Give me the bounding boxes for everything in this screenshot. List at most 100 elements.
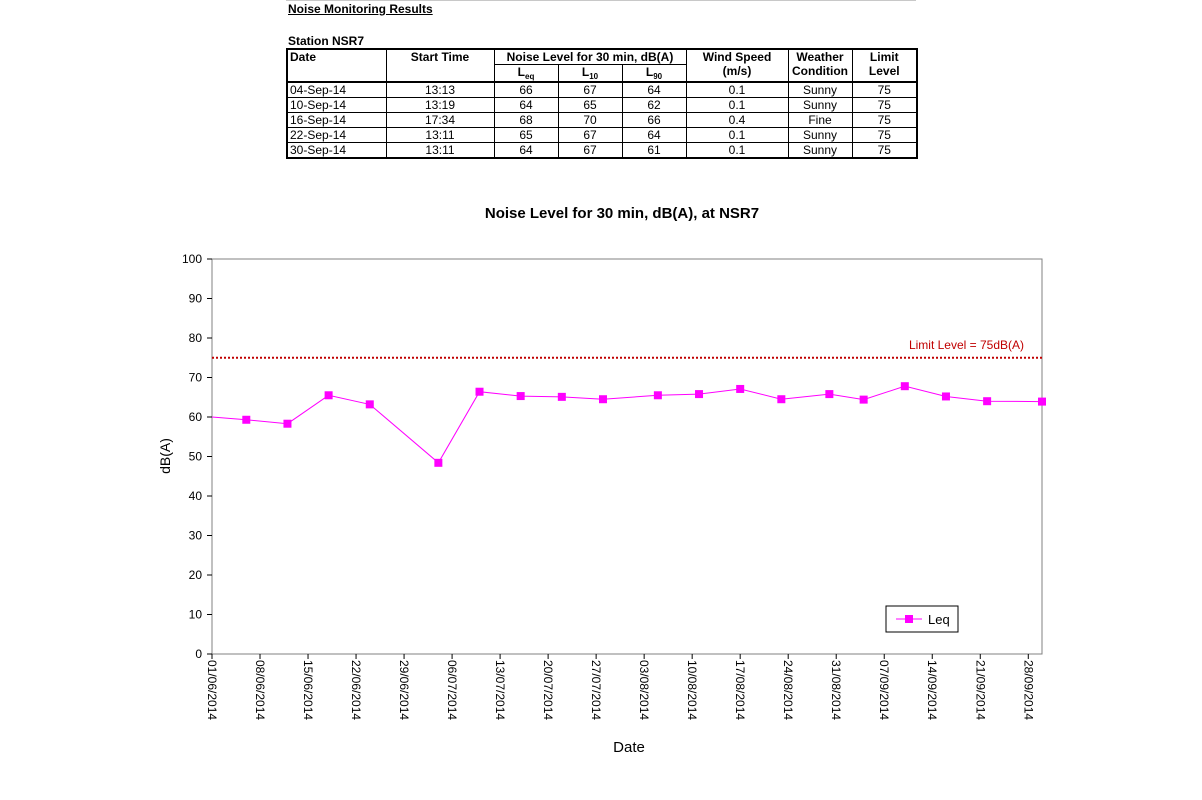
weather-label-2: Condition — [792, 64, 848, 78]
data-point — [859, 395, 868, 404]
data-point — [434, 458, 443, 467]
x-tick-label: 17/08/2014 — [733, 660, 747, 720]
x-tick-label: 10/08/2014 — [685, 660, 699, 720]
x-tick-label: 13/07/2014 — [493, 660, 507, 720]
x-tick-label: 20/07/2014 — [541, 660, 555, 720]
limit-label-1: Limit — [869, 50, 899, 64]
data-point — [653, 391, 662, 400]
x-tick-label: 28/09/2014 — [1021, 660, 1035, 720]
limit-label-2: Level — [868, 64, 900, 78]
x-tick-label: 29/06/2014 — [397, 660, 411, 720]
chart-title: Noise Level for 30 min, dB(A), at NSR7 — [485, 205, 759, 222]
x-tick-label: 24/08/2014 — [781, 660, 795, 720]
l10-sub: 10 — [589, 72, 599, 81]
header-rule — [286, 0, 916, 1]
cell-limit: 75 — [851, 142, 918, 159]
wind-speed-unit: (m/s) — [722, 64, 752, 78]
cell-start: 13:11 — [385, 127, 495, 143]
data-point — [242, 415, 251, 424]
l90-sub: 90 — [653, 72, 663, 81]
x-tick-label: 06/07/2014 — [445, 660, 459, 720]
legend: Leq — [885, 605, 959, 633]
series-line-leq — [211, 385, 1043, 464]
y-tick-label: 50 — [189, 450, 203, 464]
cell-weather: Sunny — [787, 97, 853, 113]
col-header-wind-speed: Wind Speed (m/s) — [685, 48, 789, 83]
y-tick-label: 40 — [189, 489, 203, 503]
data-point — [283, 419, 292, 428]
y-tick-label: 0 — [195, 647, 202, 661]
data-point — [598, 395, 607, 404]
plot-area — [211, 258, 1043, 655]
x-tick-label: 21/09/2014 — [973, 660, 987, 720]
x-axis: 01/06/2014 08/06/2014 15/06/2014 22/06/2014… — [205, 654, 1035, 720]
data-point — [324, 391, 333, 400]
table-row: 30-Sep-14 13:11 64 67 61 0.1 Sunny 75 — [286, 142, 918, 159]
y-tick-label: 90 — [189, 292, 203, 306]
data-point — [695, 390, 704, 399]
y-tick-label: 100 — [182, 252, 202, 266]
weather-label-1: Weather — [796, 50, 844, 64]
y-tick-label: 70 — [189, 371, 203, 385]
table-row: 04-Sep-14 13:13 66 67 64 0.1 Sunny 75 — [286, 81, 918, 98]
cell-weather: Sunny — [787, 142, 853, 159]
col-header-start-time: Start Time — [385, 48, 495, 83]
x-tick-label: 08/06/2014 — [253, 660, 267, 720]
cell-l90: 64 — [621, 81, 687, 98]
cell-limit: 75 — [851, 81, 918, 98]
x-tick-label: 01/06/2014 — [205, 660, 219, 720]
y-tick-label: 60 — [189, 410, 203, 424]
data-point — [900, 382, 909, 391]
x-tick-label: 07/09/2014 — [877, 660, 891, 720]
x-tick-label: 15/06/2014 — [301, 660, 315, 720]
cell-limit: 75 — [851, 127, 918, 143]
y-tick-label: 80 — [189, 331, 203, 345]
y-axis-label: dB(A) — [157, 438, 173, 474]
y-tick-label: 10 — [189, 608, 203, 622]
cell-date: 16-Sep-14 — [286, 112, 387, 128]
limit-line-group: Limit Level = 75dB(A) — [212, 338, 1042, 359]
data-point — [516, 392, 525, 401]
x-tick-label: 31/08/2014 — [829, 660, 843, 720]
data-point — [736, 384, 745, 393]
series-group — [211, 382, 1046, 467]
cell-leq: 66 — [493, 81, 559, 98]
cell-wind: 0.1 — [685, 142, 789, 159]
l90-main: L — [645, 65, 654, 79]
y-axis: 0 10 20 30 40 50 60 70 80 90 100 — [182, 252, 212, 661]
cell-date: 22-Sep-14 — [286, 127, 387, 143]
data-point — [983, 397, 992, 406]
x-tick-label: 14/09/2014 — [925, 660, 939, 720]
x-tick-label: 27/07/2014 — [589, 660, 603, 720]
cell-wind: 0.1 — [685, 127, 789, 143]
data-point — [777, 395, 786, 404]
leq-sub: eq — [525, 72, 535, 81]
cell-date: 30-Sep-14 — [286, 142, 387, 159]
y-tick-label: 20 — [189, 568, 203, 582]
station-label: Station NSR7 — [288, 34, 365, 48]
cell-date: 04-Sep-14 — [286, 81, 387, 98]
cell-weather: Sunny — [787, 127, 853, 143]
l10-main: L — [581, 65, 590, 79]
wind-speed-label: Wind Speed — [702, 50, 772, 64]
data-point — [1038, 397, 1046, 406]
y-tick-label: 30 — [189, 529, 203, 543]
data-point — [557, 392, 566, 401]
results-table: Date Start Time Noise Level for 30 min, … — [286, 48, 918, 159]
table-row: 22-Sep-14 13:11 65 67 64 0.1 Sunny 75 — [286, 127, 918, 143]
cell-start: 17:34 — [385, 112, 495, 128]
cell-start: 13:11 — [385, 142, 495, 159]
data-point — [365, 400, 374, 409]
leq-main: L — [517, 65, 525, 79]
data-point — [941, 392, 950, 401]
data-point — [475, 387, 484, 396]
x-tick-label: 22/06/2014 — [349, 660, 363, 720]
cell-l10: 67 — [557, 142, 623, 159]
table-row: 16-Sep-14 17:34 68 70 66 0.4 Fine 75 — [286, 112, 918, 128]
report-title: Noise Monitoring Results — [288, 2, 433, 16]
cell-l90: 64 — [621, 127, 687, 143]
col-header-date: Date — [286, 48, 387, 83]
cell-weather: Fine — [787, 112, 853, 128]
limit-line-label: Limit Level = 75dB(A) — [909, 338, 1024, 352]
